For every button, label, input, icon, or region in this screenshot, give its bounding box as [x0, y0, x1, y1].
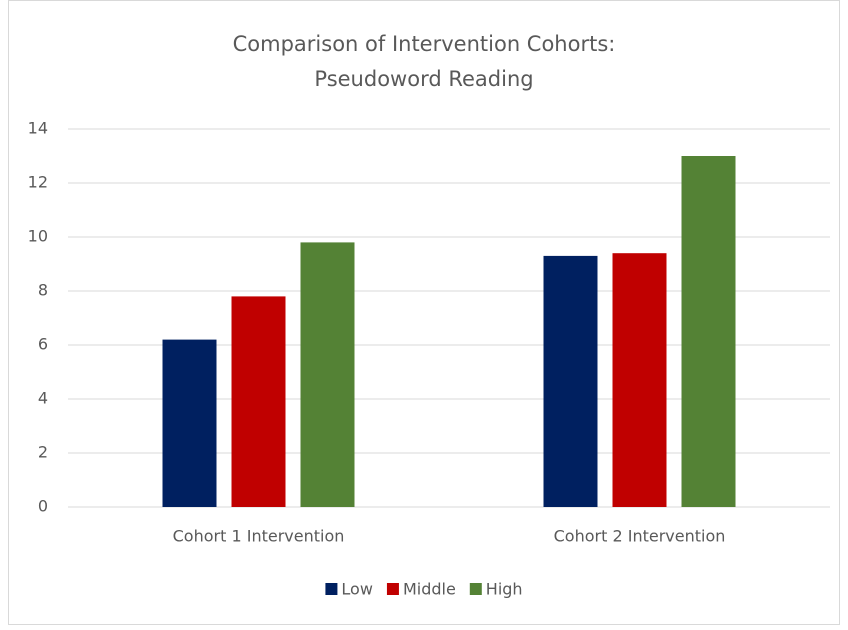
- y-tick-label: 8: [38, 281, 48, 300]
- y-tick-label: 4: [38, 389, 48, 408]
- x-tick-label: Cohort 1 Intervention: [173, 527, 345, 546]
- legend-label: Low: [341, 580, 373, 599]
- y-tick-label: 0: [38, 497, 48, 516]
- x-tick-label: Cohort 2 Intervention: [554, 527, 726, 546]
- bar: [681, 156, 736, 507]
- bar: [162, 339, 217, 507]
- bar: [231, 296, 286, 507]
- chart-title: Pseudoword Reading: [314, 67, 533, 91]
- bar: [543, 255, 598, 507]
- legend-swatch: [325, 583, 338, 595]
- y-tick-label: 2: [38, 443, 48, 462]
- chart-title: Comparison of Intervention Cohorts:: [233, 32, 616, 56]
- legend-label: Middle: [403, 580, 456, 599]
- y-tick-label: 14: [28, 119, 48, 138]
- bar: [612, 253, 667, 507]
- bar: [300, 242, 355, 507]
- y-tick-label: 10: [28, 227, 48, 246]
- legend-swatch: [386, 583, 399, 595]
- y-tick-label: 12: [28, 173, 48, 192]
- legend-swatch: [469, 583, 482, 595]
- y-tick-label: 6: [38, 335, 48, 354]
- legend-label: High: [486, 580, 523, 599]
